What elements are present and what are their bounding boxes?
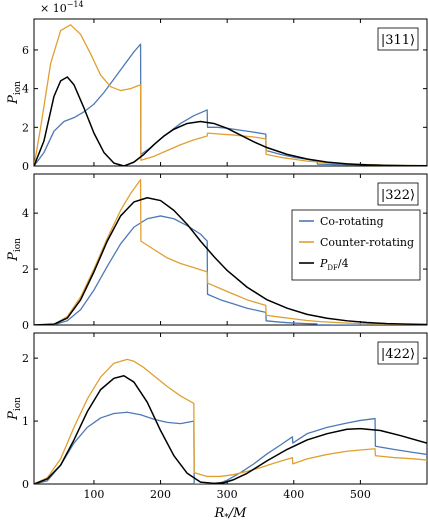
y-axis-label: Pion xyxy=(6,238,23,262)
y-tick-label: 2 xyxy=(22,263,29,276)
state-label-box xyxy=(377,27,419,51)
series-group xyxy=(34,178,427,325)
state-label: |311⟩ xyxy=(381,33,415,48)
plot-frame xyxy=(33,332,428,485)
state-label: |422⟩ xyxy=(381,347,415,362)
series-line-counter xyxy=(34,24,427,166)
series-group xyxy=(34,24,427,166)
x-axis-label-sub: * xyxy=(224,513,229,523)
series-line-co xyxy=(34,411,427,484)
plot-frame xyxy=(33,18,428,167)
legend-entry: Counter-rotating xyxy=(320,236,414,249)
legend-entry: Co-rotating xyxy=(320,215,384,228)
x-tick-label: 300 xyxy=(217,488,238,501)
y-axis-label-main: P xyxy=(6,411,21,421)
y-tick-label: 6 xyxy=(22,44,29,57)
state-label: |322⟩ xyxy=(381,188,415,203)
y-axis-label-main: P xyxy=(6,95,21,105)
series-line-counter xyxy=(34,178,427,325)
y-axis-label: Pion xyxy=(6,397,23,421)
panel-1: 0 2 4 6 Pion × 10−14 |311⟩ xyxy=(6,0,428,173)
panel-3: 100 200 300 400 500 0 1 2 Pion |422⟩ R*/M xyxy=(6,332,428,523)
y-tick-label: 4 xyxy=(22,83,29,96)
y-tick-label: 4 xyxy=(22,207,29,220)
y-axis-label-sub: ion xyxy=(13,397,23,411)
legend-entry-label: Counter-rotating xyxy=(320,236,414,249)
y-tick-label: 0 xyxy=(22,160,29,173)
x-axis-label-suffix: /M xyxy=(227,506,247,521)
state-label-box xyxy=(377,341,419,365)
series-line-df xyxy=(34,197,427,325)
y-exponent-base: × 10 xyxy=(40,2,67,15)
x-tick-label: 400 xyxy=(283,488,304,501)
series-line-co xyxy=(34,215,427,325)
y-tick-label: 0 xyxy=(22,319,29,332)
y-axis-label-sub: ion xyxy=(13,81,23,95)
x-tick-label: 100 xyxy=(83,488,104,501)
legend-entry-label: P xyxy=(319,257,328,270)
series-line-counter xyxy=(34,358,427,484)
y-tick-label: 0 xyxy=(22,478,29,491)
legend-entry-suffix: /4 xyxy=(338,257,349,270)
series-line-co xyxy=(34,43,427,166)
y-tick-label: 2 xyxy=(22,121,29,134)
legend-entry: PDF/4 xyxy=(319,257,349,272)
y-tick-label: 1 xyxy=(22,415,29,428)
series-group xyxy=(34,358,427,484)
x-axis-label: R*/M xyxy=(214,506,248,523)
y-exponent-power: −14 xyxy=(67,0,84,9)
y-axis-label: Pion xyxy=(6,81,23,105)
plot-frame xyxy=(33,173,428,326)
series-line-df xyxy=(34,76,427,166)
x-tick-label: 200 xyxy=(150,488,171,501)
y-exponent-label: × 10−14 xyxy=(40,0,84,15)
x-axis-label-main: R xyxy=(214,506,225,521)
series-line-df xyxy=(34,375,427,484)
y-tick-label: 2 xyxy=(22,352,29,365)
y-axis-label-sub: ion xyxy=(13,238,23,252)
y-axis-label-main: P xyxy=(6,252,21,262)
legend-entry-label: Co-rotating xyxy=(320,215,384,228)
x-tick-label: 500 xyxy=(350,488,371,501)
panel-2: 0 2 4 Pion |322⟩ Co-rotating Counter-rotating P… xyxy=(6,173,428,332)
legend-entry-sub: DF xyxy=(327,264,338,272)
state-label-box xyxy=(377,182,419,206)
